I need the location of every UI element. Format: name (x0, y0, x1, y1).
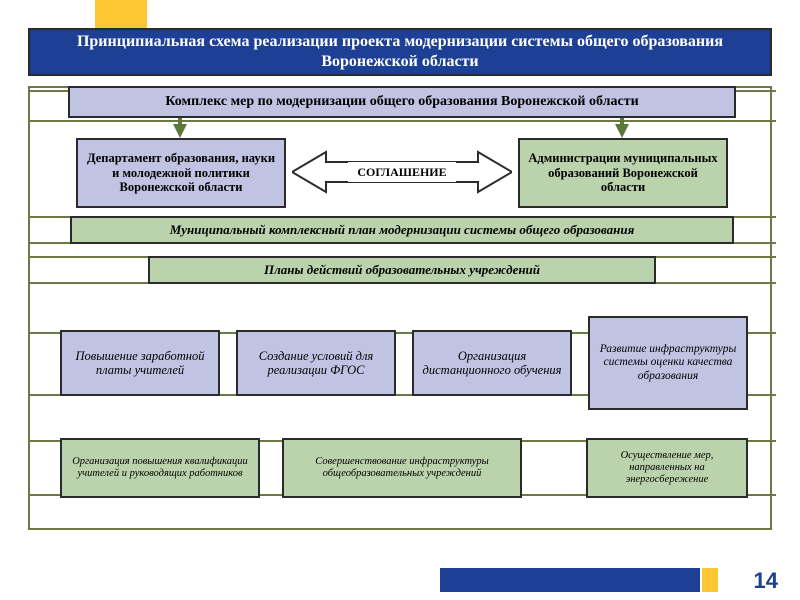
text-action-plans: Планы действий образовательных учреждени… (264, 263, 540, 278)
bottom-accent (702, 568, 718, 592)
box-muni-plan: Муниципальный комплексный план модерниза… (70, 216, 734, 244)
text-c2: Совершенствование инфраструктуры общеобр… (290, 456, 514, 480)
text-c3: Осуществление мер, направленных на энерг… (594, 450, 740, 486)
text-muni-plan: Муниципальный комплексный план модерниза… (170, 223, 635, 238)
box-b1: Повышение заработной платы учителей (60, 330, 220, 396)
box-agreement: СОГЛАШЕНИЕ (348, 162, 456, 182)
box-c2: Совершенствование инфраструктуры общеобр… (282, 438, 522, 498)
title-banner: Принципиальная схема реализации проекта … (28, 28, 772, 76)
box-b2: Создание условий для реализации ФГОС (236, 330, 396, 396)
text-c1: Организация повышения квалификации учите… (68, 456, 252, 480)
arrow-down-l (173, 124, 187, 138)
box-department: Департамент образования, науки и молодеж… (76, 138, 286, 208)
box-c1: Организация повышения квалификации учите… (60, 438, 260, 498)
box-action-plans: Планы действий образовательных учреждени… (148, 256, 656, 284)
text-b3: Организация дистанционного обучения (420, 349, 564, 378)
page-number: 14 (754, 568, 778, 594)
text-agreement: СОГЛАШЕНИЕ (357, 165, 446, 180)
arrow-down-r (615, 124, 629, 138)
box-b4: Развитие инфраструктуры системы оценки к… (588, 316, 748, 410)
box-admin: Администрации муниципальных образований … (518, 138, 728, 208)
text-admin: Администрации муниципальных образований … (526, 151, 720, 194)
text-b1: Повышение заработной платы учителей (68, 349, 212, 378)
box-c3: Осуществление мер, направленных на энерг… (586, 438, 748, 498)
text-department: Департамент образования, науки и молодеж… (84, 151, 278, 194)
text-b4: Развитие инфраструктуры системы оценки к… (596, 343, 740, 383)
text-b2: Создание условий для реализации ФГОС (244, 349, 388, 378)
box-complex: Комплекс мер по модернизации общего обра… (68, 86, 736, 118)
text-complex: Комплекс мер по модернизации общего обра… (165, 94, 638, 110)
bottom-bar (440, 568, 700, 592)
box-b3: Организация дистанционного обучения (412, 330, 572, 396)
title-text: Принципиальная схема реализации проекта … (38, 32, 762, 72)
main-frame: Комплекс мер по модернизации общего обра… (28, 86, 772, 530)
page-number-text: 14 (754, 568, 778, 593)
top-accent-bar (95, 0, 147, 28)
